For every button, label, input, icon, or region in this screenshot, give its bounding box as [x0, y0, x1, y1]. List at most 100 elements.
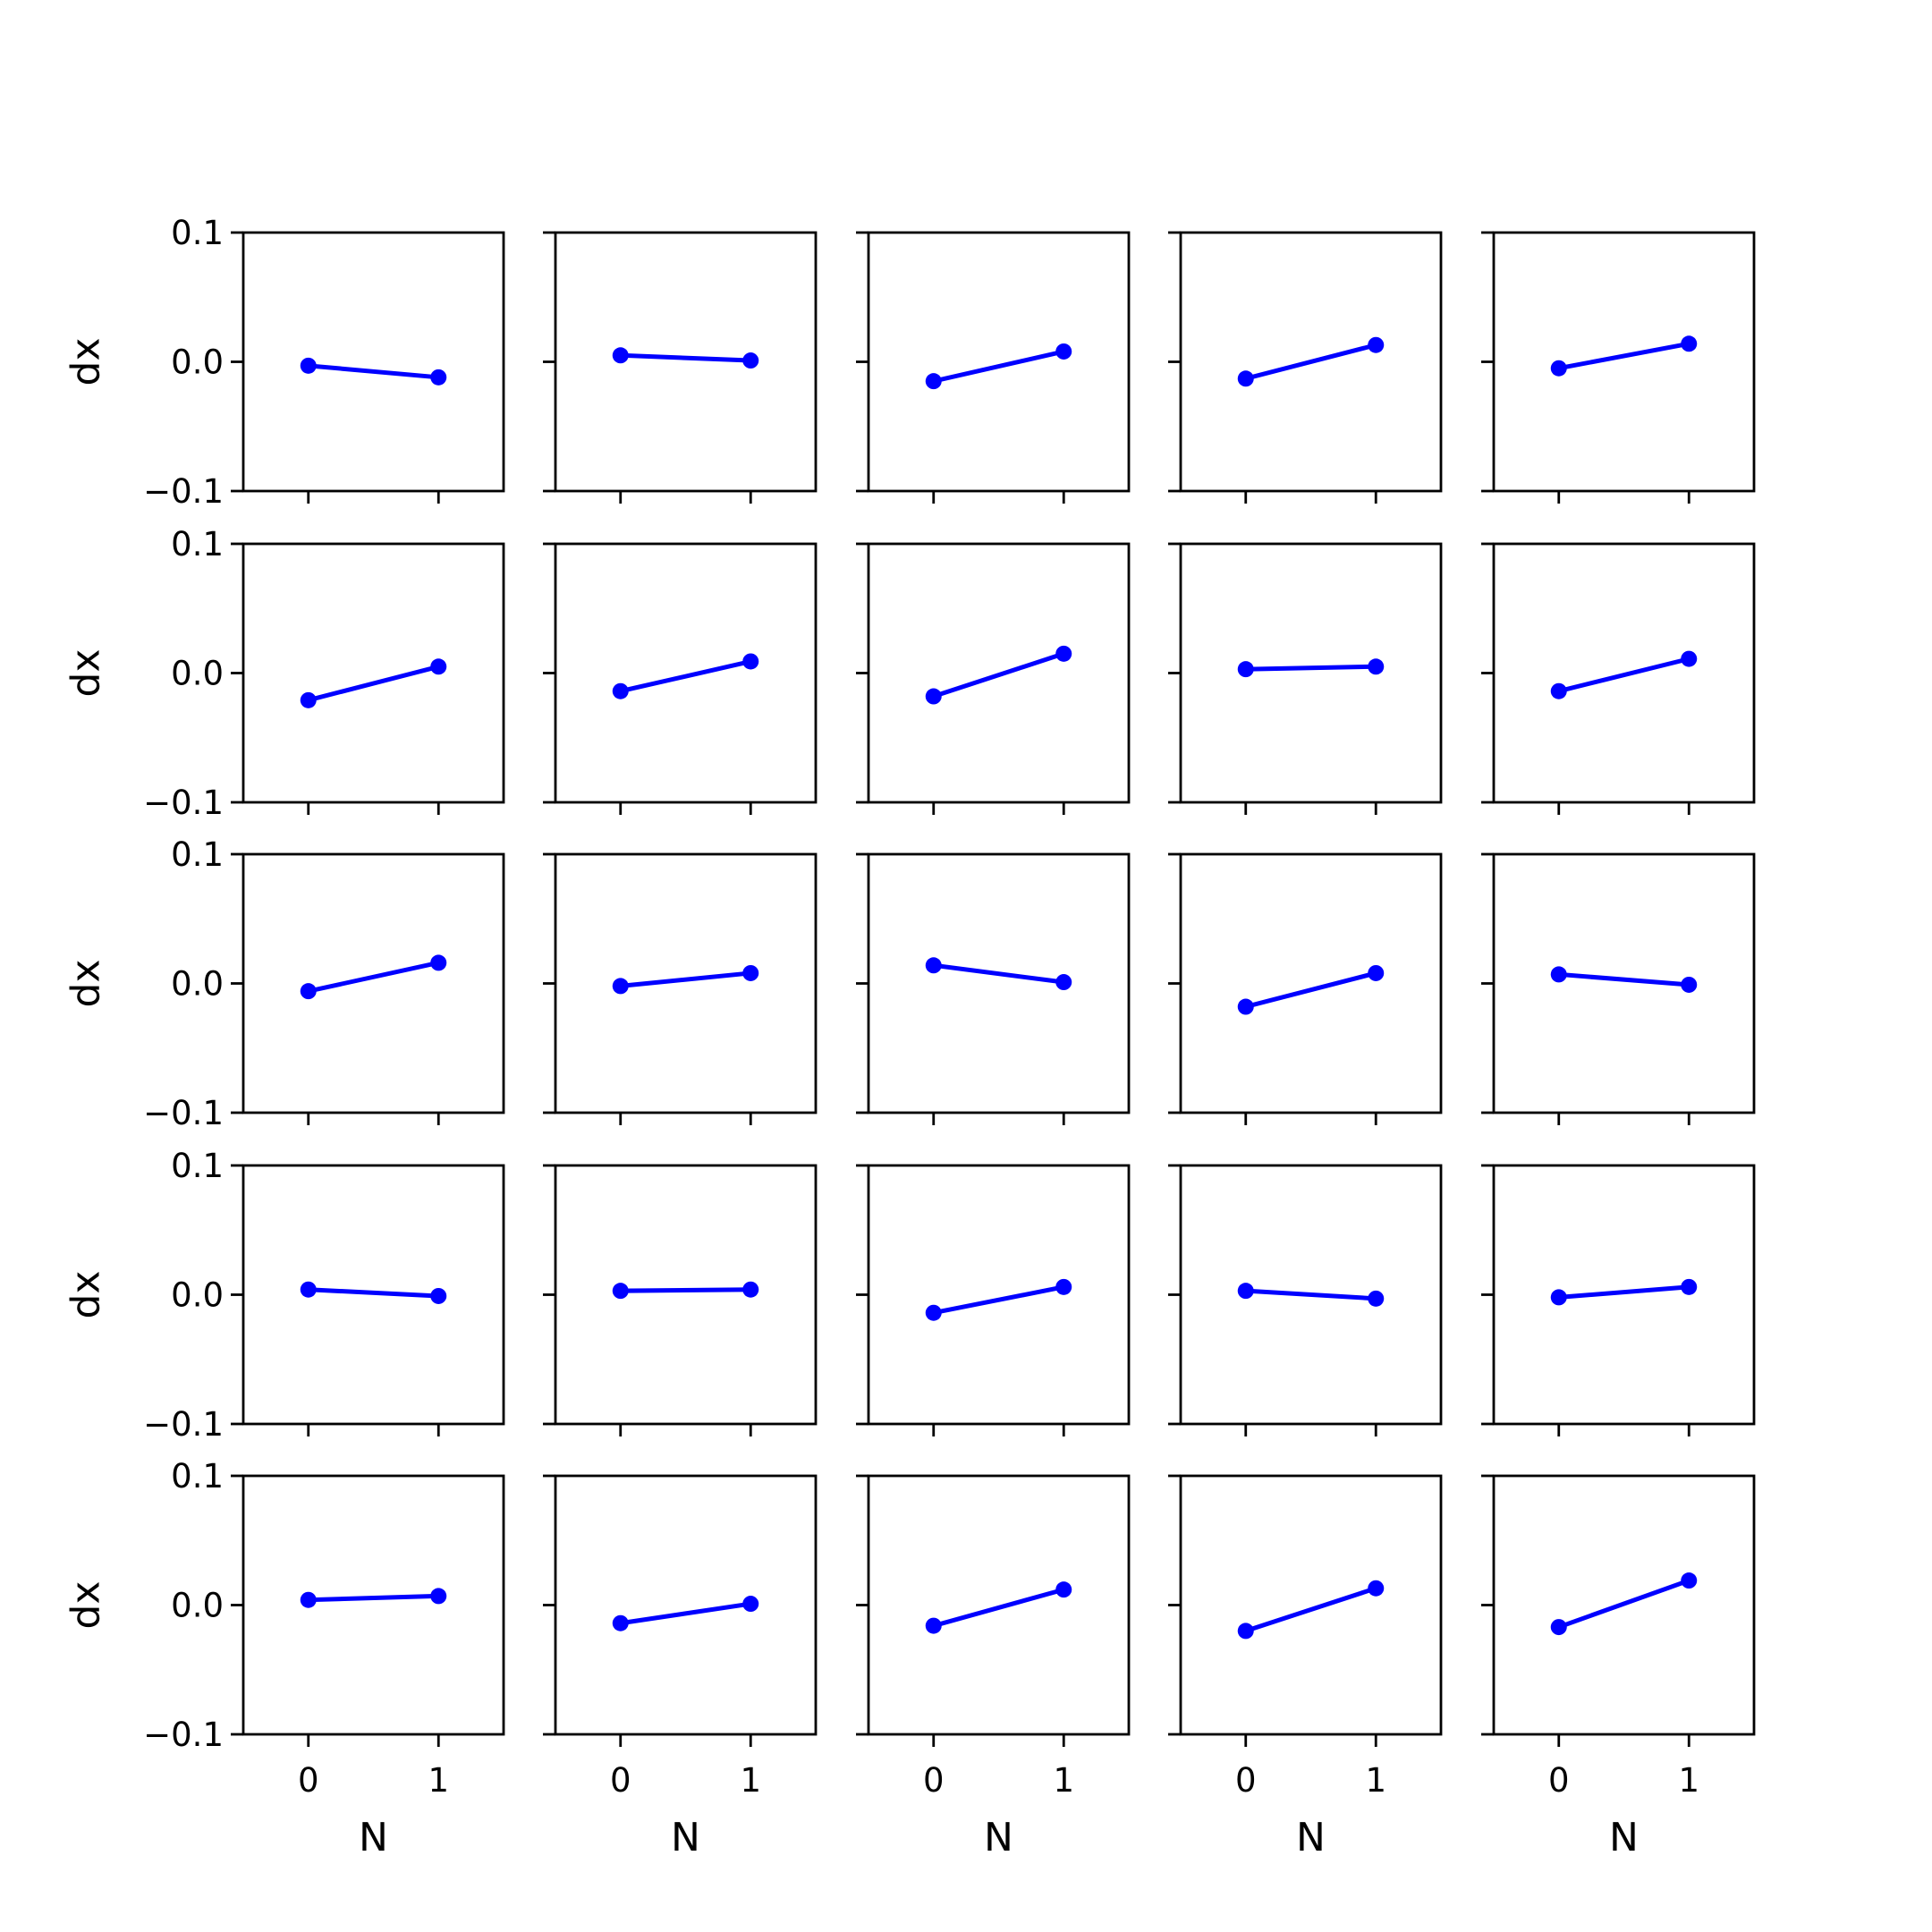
- panel-1-2: [543, 231, 818, 504]
- series-line: [1242, 970, 1379, 1010]
- y-tick-label: −0.1: [143, 1716, 224, 1754]
- panel-1-3: [856, 231, 1131, 504]
- y-tick-label: 0.1: [171, 835, 224, 874]
- series-line: [306, 1593, 441, 1603]
- data-point: [430, 1588, 447, 1605]
- data-point: [430, 658, 447, 675]
- panel-4-4: [1168, 1164, 1443, 1436]
- panel-4-5: [1481, 1164, 1756, 1436]
- data-point: [1368, 964, 1385, 981]
- x-tick-label: 1: [428, 1761, 449, 1800]
- panel-5-3: 0 1 N: [856, 1474, 1131, 1860]
- y-tick-label: −0.1: [143, 472, 224, 511]
- data-point: [1237, 998, 1254, 1015]
- series-line: [930, 962, 1067, 985]
- y-tick-label: −0.1: [143, 1405, 224, 1444]
- plot-frame: [242, 542, 505, 804]
- data-point: [742, 352, 759, 369]
- data-point: [1237, 370, 1254, 387]
- data-point: [612, 1283, 629, 1300]
- data-point: [430, 954, 447, 971]
- data-point: [925, 1617, 942, 1634]
- data-point: [430, 369, 447, 386]
- y-axis-label: dx: [64, 960, 109, 1008]
- data-point: [1550, 1289, 1567, 1306]
- x-tick-label: 1: [1053, 1761, 1074, 1800]
- plot-frame: [1492, 231, 1756, 493]
- plot-frame: [242, 852, 505, 1114]
- x-axis-label: N: [359, 1815, 388, 1860]
- plot-frame: [242, 1474, 505, 1736]
- data-point: [1368, 336, 1385, 353]
- series-line: [1555, 656, 1692, 694]
- data-point: [1681, 1278, 1698, 1295]
- y-tick-label: 0.1: [171, 214, 224, 252]
- panel-1-5: [1481, 231, 1756, 504]
- data-point: [1055, 343, 1072, 360]
- plot-frame: [554, 231, 818, 493]
- data-point: [1055, 974, 1072, 991]
- series-line: [306, 363, 441, 380]
- x-axis-label: N: [1609, 1815, 1639, 1860]
- data-point: [1055, 1278, 1072, 1295]
- y-tick-label: 0.0: [171, 655, 224, 693]
- data-point: [742, 1281, 759, 1298]
- data-point: [1681, 976, 1698, 993]
- data-point: [300, 1281, 317, 1298]
- panel-1-4: [1168, 231, 1443, 504]
- x-tick-label: 1: [1365, 1761, 1386, 1800]
- y-tick-label: 0.1: [171, 1147, 224, 1185]
- data-point: [742, 1596, 759, 1613]
- plot-frame: [867, 852, 1131, 1114]
- plot-frame: [554, 852, 818, 1114]
- data-point: [1237, 661, 1254, 678]
- panel-3-4: [1168, 852, 1443, 1125]
- plot-frame: [554, 1164, 818, 1426]
- panel-2-3: [856, 542, 1131, 815]
- panel-2-2: [543, 542, 818, 815]
- series-line: [618, 1287, 753, 1293]
- series-line: [1556, 1284, 1691, 1301]
- y-tick-label: 0.0: [171, 343, 224, 382]
- series-line: [305, 960, 442, 995]
- series-line: [305, 664, 442, 703]
- panel-2-5: [1481, 542, 1756, 815]
- panel-5-2: 0 1 N: [543, 1474, 818, 1860]
- panel-2-1: 0.1 0.0 −0.1 dx: [64, 525, 505, 822]
- panel-3-5: [1481, 852, 1756, 1125]
- data-point: [1237, 1623, 1254, 1640]
- x-axis-label: N: [1296, 1815, 1326, 1860]
- y-axis-label: dx: [64, 338, 109, 386]
- panel-3-3: [856, 852, 1131, 1125]
- series-line: [617, 658, 754, 694]
- plot-frame: [1492, 1164, 1756, 1426]
- plot-frame: [554, 1474, 818, 1736]
- x-tick-label: 0: [298, 1761, 319, 1800]
- data-point: [925, 688, 942, 705]
- plot-frame: [867, 231, 1131, 493]
- plot-frame: [867, 1164, 1131, 1426]
- series-line: [1242, 1585, 1379, 1634]
- data-point: [1055, 645, 1072, 662]
- data-point: [925, 957, 942, 974]
- y-axis-label: dx: [64, 649, 109, 698]
- x-tick-label: 0: [1235, 1761, 1257, 1800]
- x-tick-label: 1: [740, 1761, 761, 1800]
- data-point: [1368, 1290, 1385, 1307]
- data-point: [1550, 966, 1567, 983]
- panel-1-1: 0.1 0.0 −0.1 dx: [64, 214, 505, 511]
- series-line: [618, 352, 753, 363]
- data-point: [300, 691, 317, 708]
- data-point: [300, 1591, 317, 1608]
- y-tick-label: 0.0: [171, 1587, 224, 1625]
- data-point: [1681, 650, 1698, 667]
- x-tick-label: 0: [923, 1761, 945, 1800]
- series-line: [1242, 342, 1379, 382]
- y-tick-label: −0.1: [143, 1094, 224, 1132]
- series-line: [930, 1587, 1067, 1629]
- series-line: [930, 1284, 1067, 1316]
- data-point: [612, 978, 629, 995]
- data-point: [1550, 1619, 1567, 1636]
- data-point: [742, 653, 759, 670]
- plot-frame: [1492, 852, 1756, 1114]
